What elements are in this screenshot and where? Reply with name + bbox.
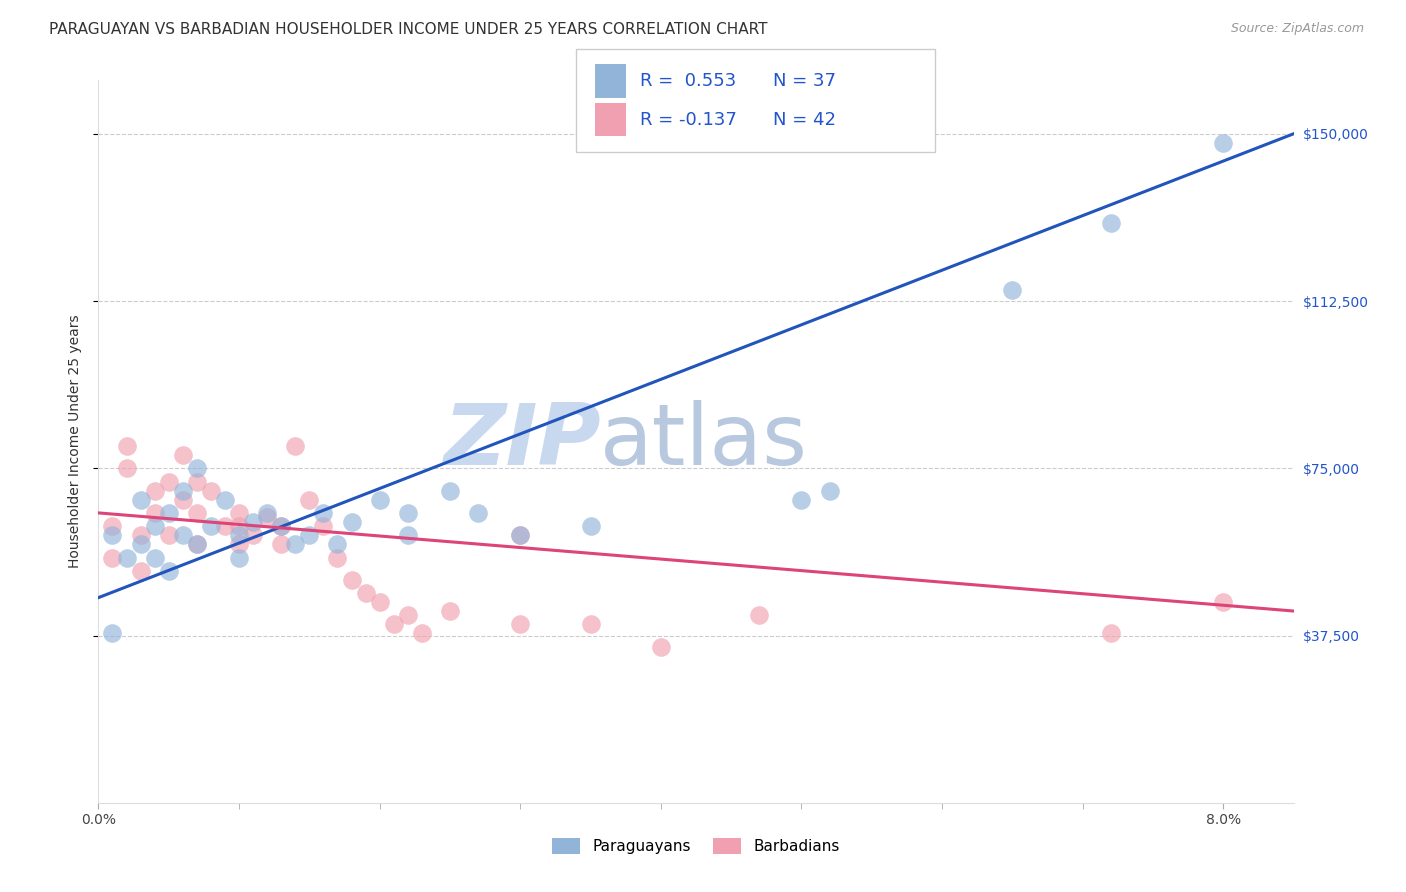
Point [818,483,841,498]
Point [242,528,264,542]
Point [396,506,419,520]
Point [228,506,250,520]
Point [270,537,292,551]
Point [1001,283,1024,297]
Point [382,617,405,632]
Point [172,528,194,542]
Point [312,519,335,533]
Point [340,515,363,529]
Text: R =  0.553: R = 0.553 [640,72,735,90]
Point [115,461,138,475]
Point [368,492,391,507]
Point [200,483,222,498]
Point [157,564,180,578]
Point [284,537,307,551]
Point [340,573,363,587]
Point [396,608,419,623]
Legend: Paraguayans, Barbadians: Paraguayans, Barbadians [547,832,845,860]
Point [172,492,194,507]
Point [1099,216,1122,230]
Text: PARAGUAYAN VS BARBADIAN HOUSEHOLDER INCOME UNDER 25 YEARS CORRELATION CHART: PARAGUAYAN VS BARBADIAN HOUSEHOLDER INCO… [49,22,768,37]
Point [270,519,292,533]
Point [411,626,433,640]
Point [326,537,349,551]
Point [312,506,335,520]
Point [439,604,461,618]
Point [579,519,602,533]
Point [509,528,531,542]
Point [748,608,770,623]
Point [101,519,124,533]
Point [101,550,124,565]
Point [509,528,531,542]
Point [186,537,208,551]
Point [186,461,208,475]
Point [157,528,180,542]
Point [172,483,194,498]
Point [256,510,278,524]
Point [298,528,321,542]
Text: Source: ZipAtlas.com: Source: ZipAtlas.com [1230,22,1364,36]
Text: atlas: atlas [600,400,808,483]
Point [228,537,250,551]
Point [650,640,672,654]
Point [186,506,208,520]
Text: ZIP: ZIP [443,400,600,483]
Point [186,475,208,489]
Point [1212,136,1234,150]
Point [172,448,194,462]
Point [579,617,602,632]
Point [368,595,391,609]
Point [284,439,307,453]
Point [298,492,321,507]
Point [396,528,419,542]
Text: N = 42: N = 42 [773,111,837,128]
Point [214,519,236,533]
Point [143,483,166,498]
Point [214,492,236,507]
Point [143,506,166,520]
Point [270,519,292,533]
Point [354,586,377,600]
Point [228,550,250,565]
Point [143,519,166,533]
Point [101,626,124,640]
Point [439,483,461,498]
Y-axis label: Householder Income Under 25 years: Householder Income Under 25 years [69,315,83,568]
Point [256,506,278,520]
Point [101,528,124,542]
Point [228,528,250,542]
Point [242,515,264,529]
Point [1212,595,1234,609]
Point [157,475,180,489]
Point [157,506,180,520]
Point [200,519,222,533]
Point [326,550,349,565]
Point [143,550,166,565]
Point [115,550,138,565]
Point [129,492,152,507]
Point [129,528,152,542]
Point [228,519,250,533]
Text: N = 37: N = 37 [773,72,837,90]
Point [115,439,138,453]
Point [129,564,152,578]
Point [1099,626,1122,640]
Point [467,506,489,520]
Point [129,537,152,551]
Point [186,537,208,551]
Text: R = -0.137: R = -0.137 [640,111,737,128]
Point [509,617,531,632]
Point [790,492,813,507]
